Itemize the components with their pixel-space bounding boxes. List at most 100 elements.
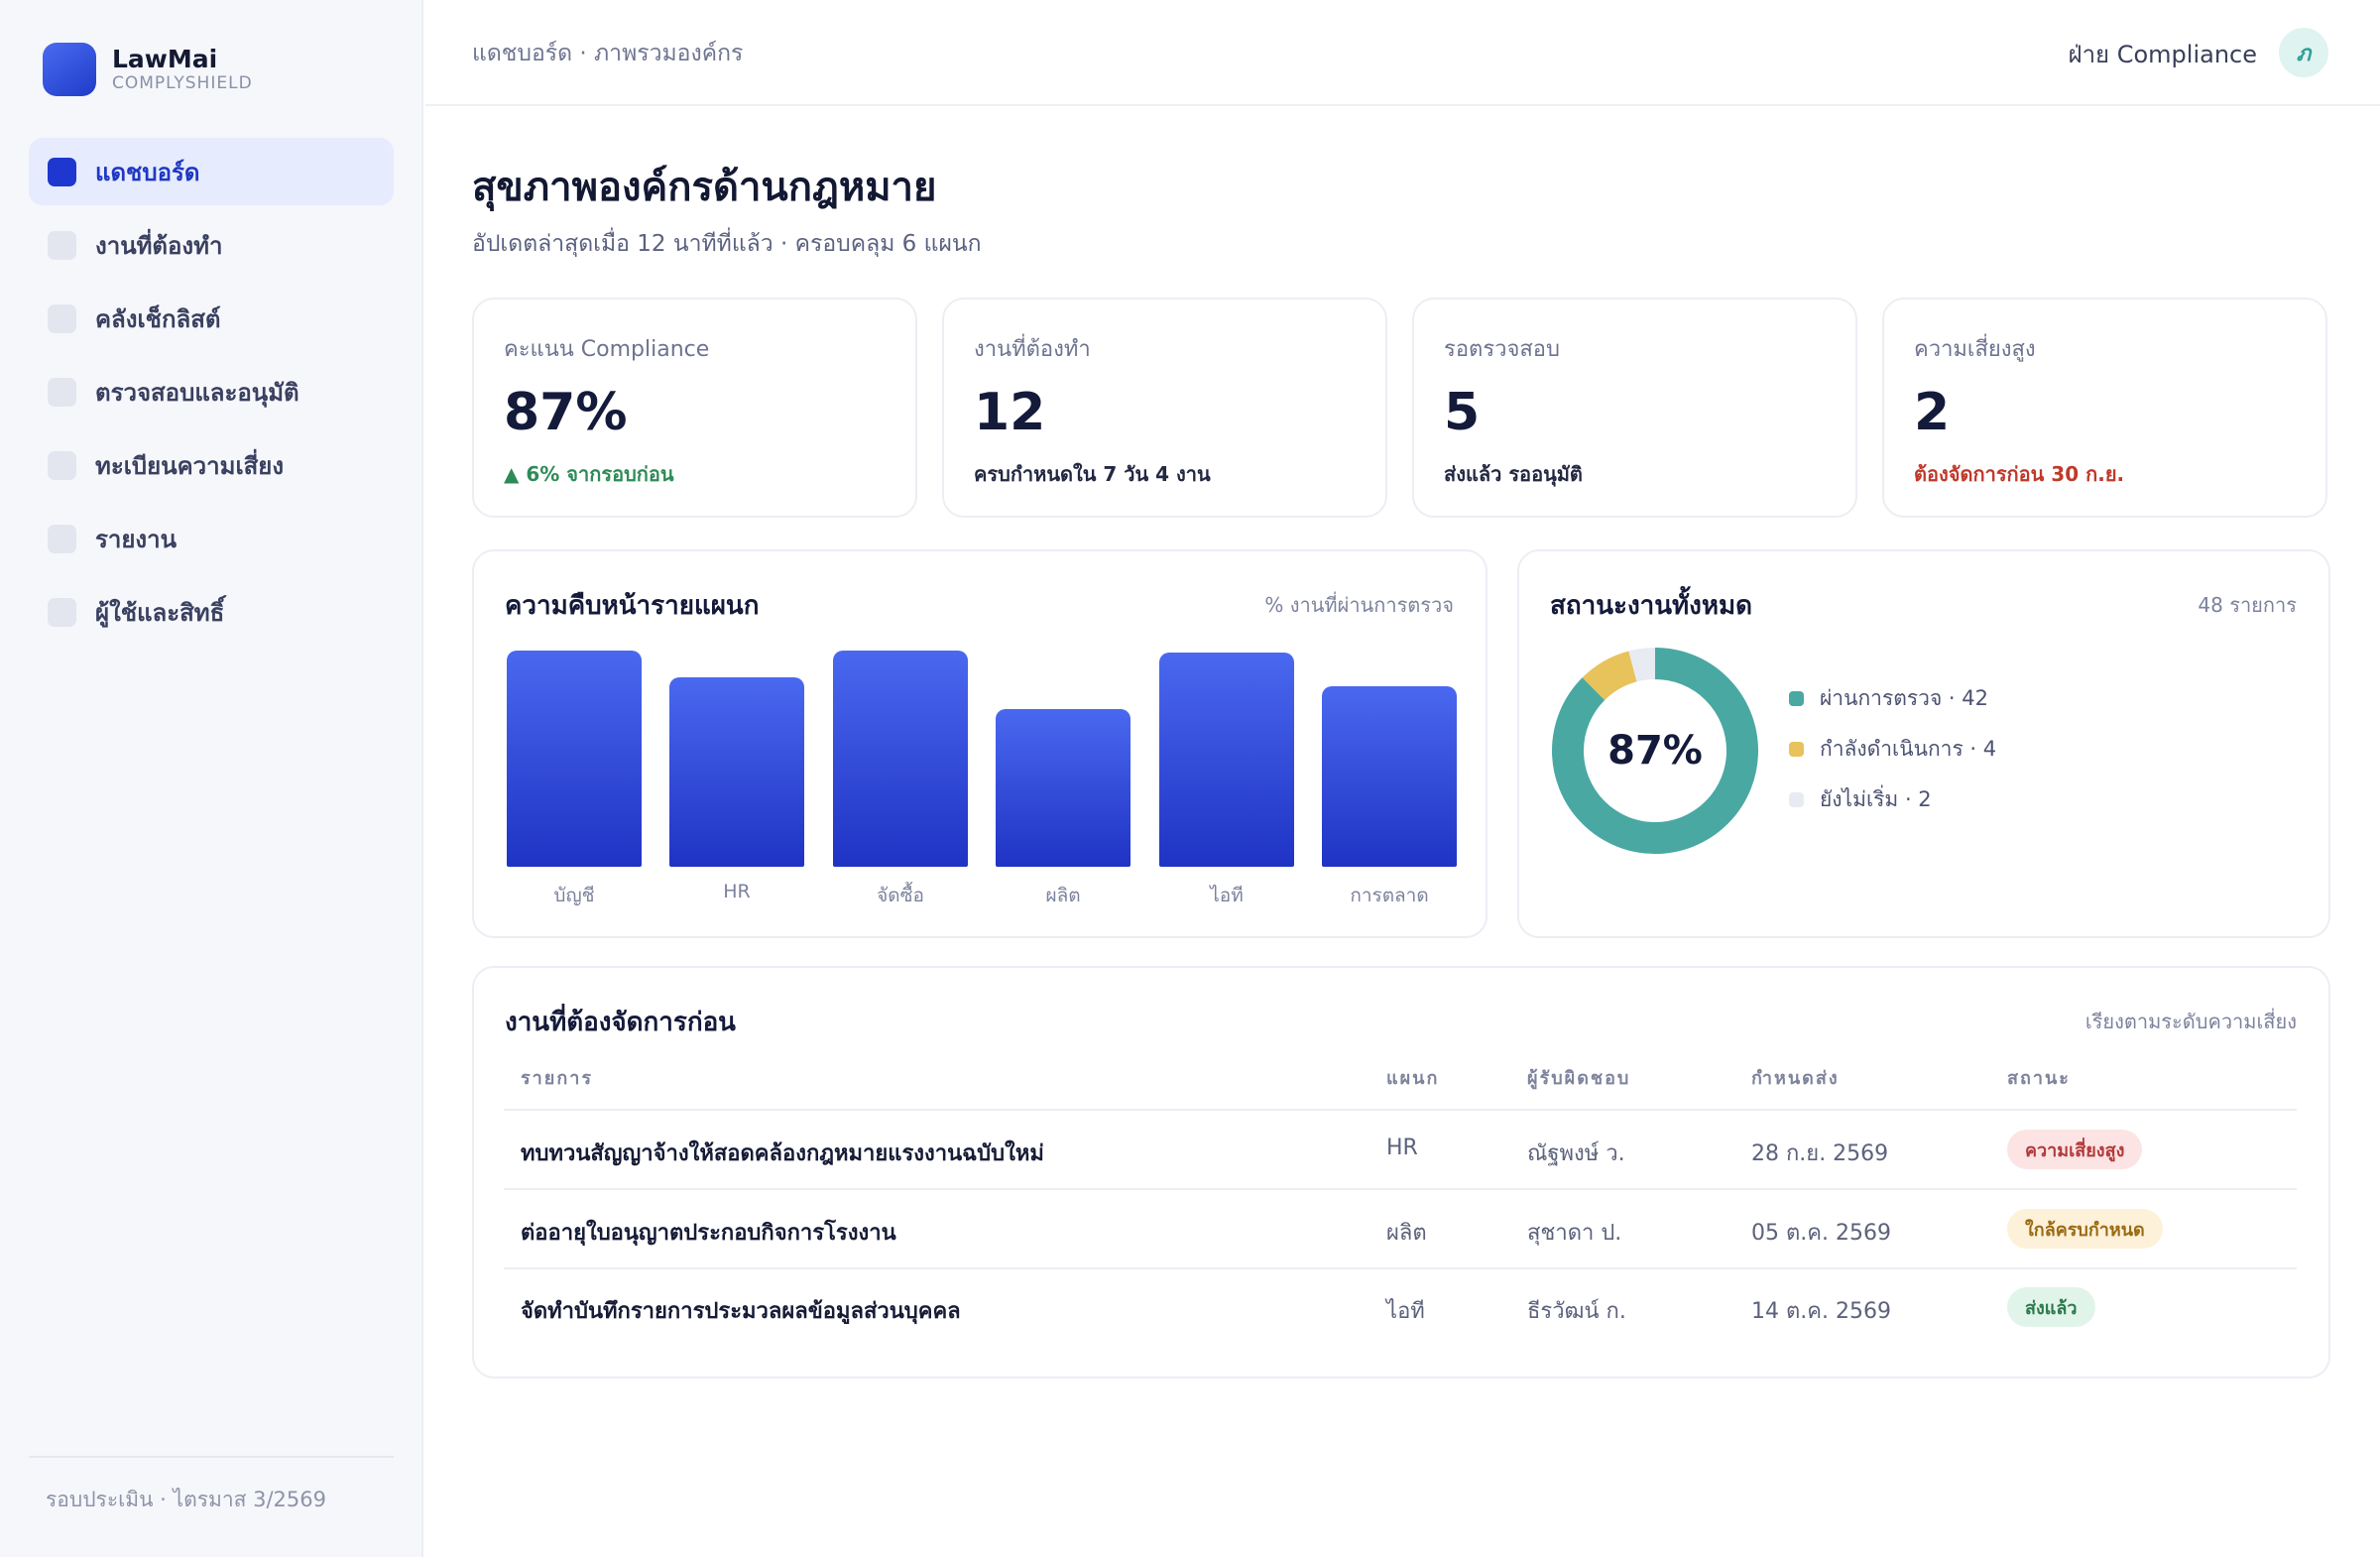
bar-label: จัดซื้อ (877, 885, 924, 906)
column-header-department[interactable]: แผนก (1386, 1068, 1440, 1089)
report-icon (48, 524, 76, 553)
sort-indicator[interactable]: เรียงตามระดับความเสี่ยง (2084, 1010, 2297, 1033)
kpi-label: ความเสี่ยงสูง (1914, 337, 2036, 362)
task-status-card: สถานะงานทั้งหมด 48 รายการ 87% ผ่านการตรว… (1517, 549, 2330, 938)
sidebar-item-tasks[interactable]: งานที่ต้องทำ (29, 211, 394, 279)
department-switcher[interactable]: ฝ่าย Compliance (2068, 41, 2258, 68)
sidebar-item-label: คลังเช็กลิสต์ (95, 304, 221, 333)
task-name: จัดทำบันทึกรายการประมวลผลข้อมูลส่วนบุคคล (521, 1299, 961, 1324)
bar-label: การตลาด (1350, 885, 1429, 906)
column-header-status[interactable]: สถานะ (2007, 1068, 2071, 1089)
sidebar-item-risk-register[interactable]: ทะเบียนความเสี่ยง (29, 431, 394, 499)
bar-3[interactable] (996, 709, 1130, 867)
task-due-date: 28 ก.ย. 2569 (1751, 1141, 1889, 1166)
brand-subtitle: COMPLYSHIELD (112, 73, 253, 93)
kpi-card-tasks[interactable]: งานที่ต้องทำ 12 ครบกำหนดใน 7 วัน 4 งาน (942, 298, 1387, 518)
brand[interactable]: LawMai COMPLYSHIELD (43, 43, 253, 96)
sidebar-item-label: รายงาน (95, 525, 178, 553)
status-badge: ความเสี่ยงสูง (2007, 1130, 2143, 1169)
brand-name: LawMai (112, 45, 218, 73)
dashboard-icon (48, 157, 76, 186)
kpi-value: 12 (974, 383, 1046, 442)
task-name: ต่ออายุใบอนุญาตประกอบกิจการโรงงาน (521, 1221, 896, 1246)
brand-text: LawMai COMPLYSHIELD (112, 45, 253, 94)
sidebar: LawMai COMPLYSHIELD แดชบอร์ด งานที่ต้องท… (0, 0, 423, 1557)
task-owner: ณัฐพงษ์ ว. (1527, 1141, 1625, 1166)
task-name: ทบทวนสัญญาจ้างให้สอดคล้องกฎหมายแรงงานฉบั… (521, 1141, 1044, 1166)
sidebar-item-checklists[interactable]: คลังเช็กลิสต์ (29, 285, 394, 352)
page-title: สุขภาพองค์กรด้านกฎหมาย (472, 165, 937, 210)
legend-swatch (1789, 742, 1804, 757)
task-due-date: 05 ต.ค. 2569 (1751, 1221, 1891, 1246)
legend-item-not-started: ยังไม่เริ่ม · 2 (1789, 783, 1932, 816)
topbar: แดชบอร์ด · ภาพรวมองค์กร ฝ่าย Compliance … (425, 0, 2380, 106)
task-department: ไอที (1386, 1299, 1425, 1324)
users-icon (48, 597, 76, 627)
sidebar-item-label: แดชบอร์ด (95, 158, 200, 186)
card-meta: 48 รายการ (2198, 593, 2297, 617)
legend-item-passed: ผ่านการตรวจ · 42 (1789, 682, 1988, 715)
breadcrumb: แดชบอร์ด · ภาพรวมองค์กร (472, 41, 744, 66)
review-icon (48, 377, 76, 407)
sidebar-item-label: ตรวจสอบและอนุมัติ (95, 378, 299, 407)
kpi-label: รอตรวจสอบ (1444, 337, 1560, 362)
sidebar-item-users[interactable]: ผู้ใช้และสิทธิ์ (29, 578, 394, 646)
sidebar-item-review[interactable]: ตรวจสอบและอนุมัติ (29, 358, 394, 425)
task-due-date: 14 ต.ค. 2569 (1751, 1299, 1891, 1324)
donut-center-value: 87% (1607, 728, 1703, 774)
card-title: งานที่ต้องจัดการก่อน (505, 1008, 736, 1037)
kpi-card-high-risk[interactable]: ความเสี่ยงสูง 2 ต้องจัดการก่อน 30 ก.ย. (1882, 298, 2327, 518)
legend-label: ผ่านการตรวจ · 42 (1820, 686, 1988, 710)
legend-label: ยังไม่เริ่ม · 2 (1820, 787, 1932, 811)
bar-label: HR (723, 881, 751, 902)
card-title: สถานะงานทั้งหมด (1550, 591, 1753, 621)
donut-slice-2[interactable] (1552, 648, 1758, 854)
page-subtitle: อัปเดตล่าสุดเมื่อ 12 นาทีที่แล้ว · ครอบค… (472, 231, 982, 257)
bar-2[interactable] (833, 651, 968, 867)
donut-chart (1552, 648, 1758, 854)
kpi-card-pending-review[interactable]: รอตรวจสอบ 5 ส่งแล้ว รออนุมัติ (1412, 298, 1857, 518)
sidebar-divider (29, 1456, 394, 1458)
table-divider (504, 1109, 2297, 1111)
avatar[interactable]: ภ (2279, 28, 2328, 77)
bar-label: บัญชี (553, 885, 595, 906)
bar-4[interactable] (1159, 653, 1294, 867)
kpi-value: 87% (504, 383, 628, 442)
sidebar-item-label: ผู้ใช้และสิทธิ์ (95, 598, 225, 627)
card-meta: % งานที่ผ่านการตรวจ (1264, 593, 1454, 617)
column-header-due-date[interactable]: กำหนดส่ง (1751, 1068, 1840, 1089)
sidebar-item-dashboard[interactable]: แดชบอร์ด (29, 138, 394, 205)
legend-swatch (1789, 792, 1804, 807)
kpi-label: งานที่ต้องทำ (974, 337, 1091, 362)
task-department: ผลิต (1386, 1221, 1427, 1246)
kpi-label: คะแนน Compliance (504, 337, 710, 362)
column-header-owner[interactable]: ผู้รับผิดชอบ (1527, 1068, 1631, 1089)
bar-label: ไอที (1210, 885, 1244, 906)
assessment-period: รอบประเมิน · ไตรมาส 3/2569 (46, 1488, 326, 1511)
kpi-trend: ▲ 6% จากรอบก่อน (504, 462, 674, 486)
table-divider (504, 1188, 2297, 1190)
bar-1[interactable] (669, 677, 804, 867)
bar-label: ผลิต (1045, 885, 1081, 906)
kpi-value: 2 (1914, 383, 1951, 442)
status-badge: ส่งแล้ว (2007, 1287, 2095, 1327)
kpi-value: 5 (1444, 383, 1481, 442)
card-title: ความคืบหน้ารายแผนก (505, 591, 760, 621)
bar-5[interactable] (1322, 686, 1457, 867)
brand-logo-icon (43, 43, 96, 96)
risk-icon (48, 450, 76, 480)
status-badge: ใกล้ครบกำหนด (2007, 1209, 2163, 1249)
legend-item-in-progress: กำลังดำเนินการ · 4 (1789, 733, 1996, 766)
task-owner: สุชาดา ป. (1527, 1221, 1622, 1246)
sidebar-nav: แดชบอร์ด งานที่ต้องทำ คลังเช็กลิสต์ ตรวจ… (29, 138, 394, 652)
task-owner: ธีรวัฒน์ ก. (1527, 1299, 1626, 1324)
legend-swatch (1789, 691, 1804, 706)
column-header-item[interactable]: รายการ (521, 1068, 593, 1089)
department-progress-card: ความคืบหน้ารายแผนก % งานที่ผ่านการตรวจ บ… (472, 549, 1488, 938)
bar-chart: บัญชี HR จัดซื้อ ผลิต ไอที การตลาด (474, 551, 1486, 936)
kpi-card-compliance-score[interactable]: คะแนน Compliance 87% ▲ 6% จากรอบก่อน (472, 298, 917, 518)
task-department: HR (1386, 1136, 1418, 1160)
table-divider (504, 1267, 2297, 1269)
sidebar-item-reports[interactable]: รายงาน (29, 505, 394, 572)
bar-0[interactable] (507, 651, 642, 867)
